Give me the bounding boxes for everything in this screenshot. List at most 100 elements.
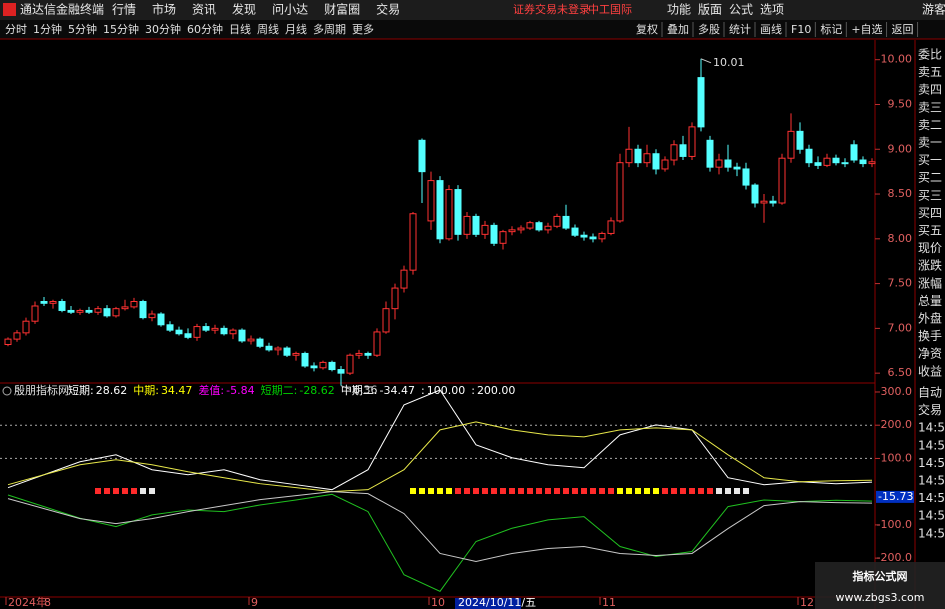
- candle-body: [274, 347, 282, 351]
- candle-body: [283, 347, 291, 356]
- side-item: 14:56: [918, 509, 945, 523]
- tool-button[interactable]: F10: [791, 23, 811, 36]
- indicator-icon[interactable]: [2, 386, 12, 396]
- period-tab[interactable]: 更多: [352, 22, 374, 36]
- candle-body: [481, 224, 489, 235]
- signal-block: [707, 488, 713, 494]
- tool-button[interactable]: 多股: [698, 22, 720, 36]
- menu-item[interactable]: 资讯: [192, 3, 216, 17]
- signal-block: [95, 488, 101, 494]
- period-tab[interactable]: 日线: [229, 22, 251, 36]
- x-tick-label: 12: [800, 596, 814, 609]
- tool-button[interactable]: 统计: [729, 23, 751, 36]
- candle-body: [598, 232, 606, 240]
- signal-block: [491, 488, 497, 494]
- indicator-line: [7, 491, 873, 562]
- menu-item[interactable]: 财富圈: [324, 2, 360, 17]
- signal-block: [104, 488, 110, 494]
- candle-body: [220, 327, 228, 335]
- y-tick-label: -200.0: [877, 551, 912, 564]
- candle-body: [67, 309, 75, 313]
- min-annotation: 6.36: [353, 384, 378, 397]
- quote-label: 现价: [918, 241, 942, 255]
- candle-body: [355, 352, 363, 356]
- candle-body: [472, 215, 480, 235]
- y-tick-label: 7.50: [888, 277, 913, 290]
- quote-label: 外盘: [918, 311, 942, 326]
- candle-body: [571, 227, 579, 236]
- period-tab[interactable]: 分时: [5, 23, 27, 36]
- signal-block: [626, 488, 632, 494]
- candle-body: [814, 162, 822, 166]
- quote-label: 卖四: [918, 83, 942, 97]
- candle-body: [517, 227, 525, 231]
- quote-label: 买五: [918, 224, 942, 238]
- menu-item[interactable]: 版面: [698, 3, 722, 17]
- candle-body: [688, 126, 696, 157]
- period-tab[interactable]: 多周期: [313, 22, 346, 36]
- menu-item[interactable]: 选项: [760, 3, 784, 17]
- quote-label: 委比: [918, 48, 942, 62]
- stock-name: 中工国际: [588, 3, 632, 16]
- side-item: 14:56: [918, 491, 945, 505]
- quote-label: 买三: [918, 188, 942, 202]
- y-tick-label: 10.00: [881, 53, 913, 66]
- y-tick-label: 7.00: [888, 321, 913, 334]
- period-tab[interactable]: 60分钟: [187, 22, 223, 36]
- side-item[interactable]: 交易: [918, 402, 942, 417]
- candle-body: [292, 352, 300, 356]
- login-status[interactable]: 证券交易未登录: [513, 2, 590, 16]
- candle-body: [634, 148, 642, 164]
- menu-item[interactable]: 公式: [729, 3, 753, 17]
- signal-block: [554, 488, 560, 494]
- candle-body: [679, 144, 687, 157]
- period-tab[interactable]: 5分钟: [68, 22, 97, 36]
- indicator-title[interactable]: 殷朋指标网: [14, 383, 69, 397]
- candle-body: [526, 222, 534, 229]
- indicator-line: [7, 493, 873, 592]
- tool-button[interactable]: 标记: [820, 22, 842, 36]
- candle-body: [724, 159, 732, 168]
- x-tick-label: 11: [602, 596, 616, 609]
- menu-item[interactable]: 问小达: [272, 3, 308, 17]
- candle-body: [265, 345, 273, 351]
- side-item[interactable]: 自动: [918, 386, 942, 400]
- signal-block: [743, 488, 749, 494]
- legend-value: 100.00: [427, 384, 466, 397]
- candle-body: [625, 148, 633, 164]
- y-tick-label: 100.0: [881, 451, 913, 464]
- quote-label: 总量: [918, 294, 942, 308]
- signal-block: [680, 488, 686, 494]
- candle-body: [562, 215, 570, 229]
- period-tab[interactable]: 15分钟: [103, 22, 139, 36]
- menu-item[interactable]: 交易: [376, 2, 400, 17]
- candle-body: [850, 144, 858, 161]
- quote-label: 卖二: [918, 118, 942, 132]
- quote-label: 换手: [918, 329, 942, 343]
- menu-item[interactable]: 行情: [112, 3, 136, 17]
- candle-body: [139, 301, 147, 319]
- period-tab[interactable]: 30分钟: [145, 22, 181, 36]
- menu-item[interactable]: 市场: [152, 2, 176, 17]
- y-tick-label: 8.50: [888, 187, 913, 200]
- signal-block: [113, 488, 119, 494]
- signal-block: [716, 488, 722, 494]
- period-tab[interactable]: 周线: [257, 22, 279, 36]
- candle-body: [337, 369, 345, 374]
- period-tab[interactable]: 1分钟: [33, 22, 62, 36]
- tool-button[interactable]: 画线: [760, 22, 782, 36]
- candle-body: [211, 327, 219, 331]
- tool-button[interactable]: 返回: [892, 23, 914, 36]
- side-item: 14:56: [918, 456, 945, 470]
- period-tab[interactable]: 月线: [285, 22, 307, 36]
- legend-value: 34.47: [161, 384, 193, 397]
- tool-button[interactable]: +自选: [851, 23, 882, 36]
- user[interactable]: 游客: [922, 2, 945, 17]
- tool-button[interactable]: 复权: [636, 22, 658, 36]
- candle-body: [616, 162, 624, 222]
- tool-button[interactable]: 叠加: [667, 23, 689, 36]
- candle-body: [544, 225, 552, 231]
- menu-item[interactable]: 发现: [232, 2, 256, 17]
- menu-item[interactable]: 功能: [667, 3, 691, 17]
